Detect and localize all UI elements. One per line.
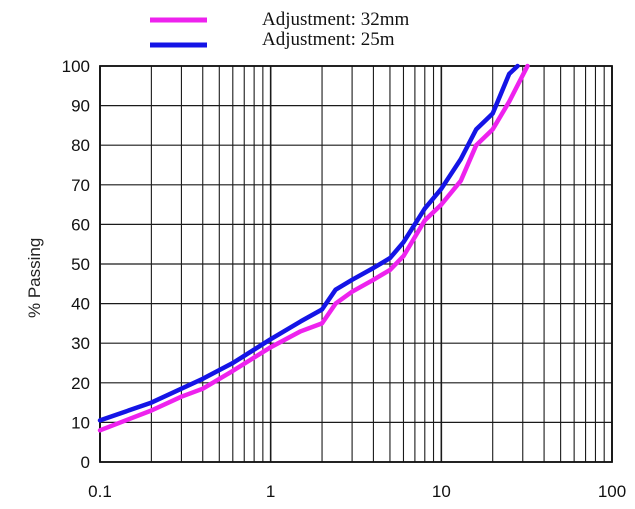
- y-tick-label: 20: [71, 374, 90, 393]
- y-tick-label: 100: [62, 57, 90, 76]
- series-layer: [97, 63, 530, 433]
- y-tick-label: 80: [71, 136, 90, 155]
- series-line-1: [97, 63, 530, 433]
- series-line-2: [97, 63, 520, 423]
- y-tick-label: 10: [71, 413, 90, 432]
- y-tick-label: 60: [71, 215, 90, 234]
- y-tick-label: 30: [71, 334, 90, 353]
- y-tick-label: 40: [71, 295, 90, 314]
- y-tick-label: 50: [71, 255, 90, 274]
- y-tick-label: 90: [71, 97, 90, 116]
- y-tick-label: 70: [71, 176, 90, 195]
- x-tick-label: 1: [266, 482, 275, 501]
- legend: Adjustment: 32mm Adjustment: 25m: [150, 9, 409, 50]
- legend-label-series-2: Adjustment: 25m: [262, 29, 395, 50]
- x-tick-label: 0.1: [88, 482, 112, 501]
- y-axis-title: % Passing: [25, 238, 44, 318]
- tick-labels: 0 10 20 30 40 50 60 70 80 90 100 0.1 1 10 100: [62, 57, 627, 501]
- x-tick-label: 100: [598, 482, 626, 501]
- grid: [99, 65, 613, 463]
- legend-label-series-1: Adjustment: 32mm: [262, 9, 409, 30]
- plot-frame: [99, 65, 613, 463]
- y-tick-label: 0: [81, 453, 90, 472]
- x-tick-label: 10: [432, 482, 451, 501]
